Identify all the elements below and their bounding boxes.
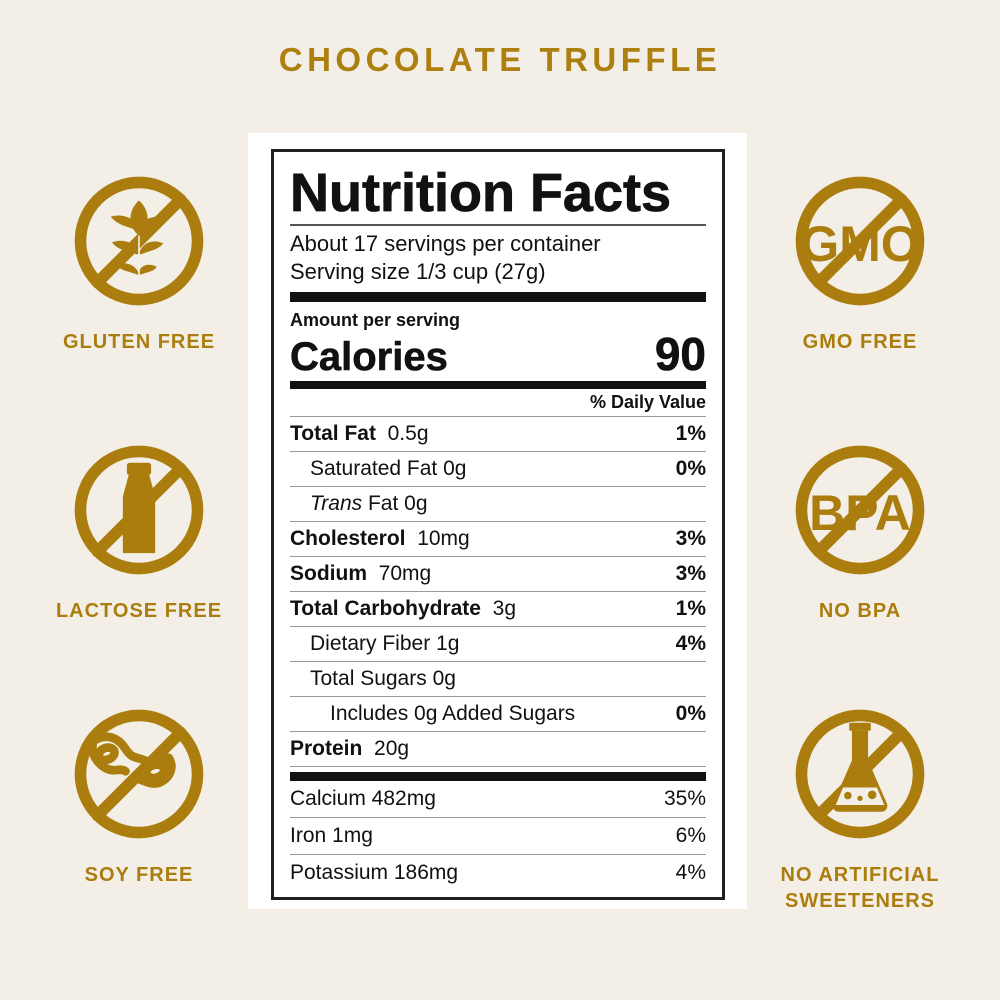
svg-text:BPA: BPA [809, 485, 911, 541]
svg-text:GMO: GMO [800, 216, 919, 272]
